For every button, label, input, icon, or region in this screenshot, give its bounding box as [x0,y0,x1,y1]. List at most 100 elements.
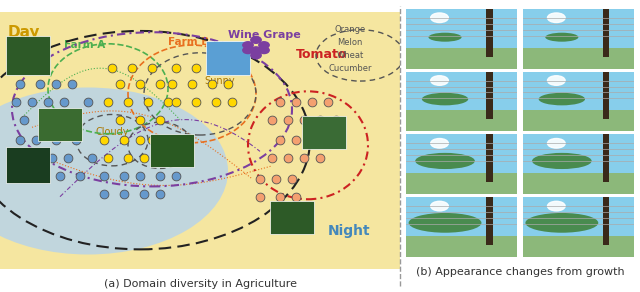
FancyBboxPatch shape [38,108,82,141]
Point [163,99,173,104]
Point [127,66,137,71]
Point [307,99,317,104]
FancyBboxPatch shape [603,134,609,182]
FancyBboxPatch shape [524,134,634,176]
FancyBboxPatch shape [603,72,609,119]
Point [27,99,37,104]
FancyBboxPatch shape [524,173,634,194]
Point [315,117,325,122]
Circle shape [243,42,253,48]
Point [15,81,25,86]
Point [115,81,125,86]
Point [75,174,85,178]
Point [223,81,233,86]
Point [123,99,133,104]
Point [51,81,61,86]
Circle shape [547,138,565,148]
Circle shape [431,76,449,85]
Circle shape [259,47,269,53]
Point [39,117,49,122]
Circle shape [547,13,565,22]
Point [211,66,221,71]
FancyBboxPatch shape [486,134,493,182]
FancyBboxPatch shape [406,48,517,69]
FancyBboxPatch shape [302,116,346,149]
Point [271,176,281,181]
FancyBboxPatch shape [406,9,517,51]
Point [119,138,129,142]
Text: Wine Grape: Wine Grape [228,30,301,40]
Point [55,174,65,178]
Point [115,117,125,122]
FancyBboxPatch shape [486,9,493,57]
Point [155,174,165,178]
Point [283,156,293,161]
Point [155,192,165,197]
Ellipse shape [525,213,598,233]
Point [291,99,301,104]
Point [11,99,21,104]
Point [55,117,65,122]
Text: Cucumber: Cucumber [328,64,372,73]
Point [207,81,217,86]
Point [267,117,277,122]
Point [107,66,117,71]
Circle shape [251,52,261,59]
Point [147,138,157,142]
Point [83,99,93,104]
FancyBboxPatch shape [406,236,517,257]
Text: Cloudy: Cloudy [96,127,129,137]
Circle shape [547,201,565,211]
Point [19,174,29,178]
Point [275,99,285,104]
FancyBboxPatch shape [524,110,634,131]
Point [139,192,149,197]
Ellipse shape [545,33,579,42]
Text: (a) Domain diversity in Agriculture: (a) Domain diversity in Agriculture [104,279,296,289]
Point [255,194,265,199]
Point [87,156,97,161]
Ellipse shape [429,33,461,42]
Point [287,176,297,181]
Point [43,99,53,104]
Point [267,156,277,161]
Point [119,174,129,178]
Point [155,117,165,122]
Ellipse shape [0,88,228,255]
Point [187,81,197,86]
Circle shape [259,42,269,48]
Point [67,81,77,86]
Point [191,99,201,104]
FancyBboxPatch shape [0,12,400,269]
Ellipse shape [415,153,475,169]
FancyBboxPatch shape [206,41,250,75]
Point [103,156,113,161]
Text: Melon: Melon [337,38,363,47]
Circle shape [251,47,261,53]
Point [171,66,181,71]
Point [171,174,181,178]
Point [291,138,301,142]
Text: Orange: Orange [334,25,365,34]
Text: Day: Day [8,25,40,39]
Point [255,176,265,181]
Text: Tomato: Tomato [296,48,348,61]
Point [123,156,133,161]
Point [11,156,21,161]
Circle shape [547,76,565,85]
FancyBboxPatch shape [150,134,194,167]
Point [331,117,341,122]
Circle shape [431,13,449,22]
FancyBboxPatch shape [6,36,50,75]
FancyBboxPatch shape [524,9,634,51]
Point [99,192,109,197]
Ellipse shape [539,93,585,105]
Text: Wheat: Wheat [337,51,364,60]
Circle shape [431,201,449,211]
Point [227,66,237,71]
FancyBboxPatch shape [406,110,517,131]
FancyBboxPatch shape [406,197,517,239]
Text: (b) Appearance changes from growth: (b) Appearance changes from growth [416,267,624,277]
Point [275,194,285,199]
Point [167,81,177,86]
